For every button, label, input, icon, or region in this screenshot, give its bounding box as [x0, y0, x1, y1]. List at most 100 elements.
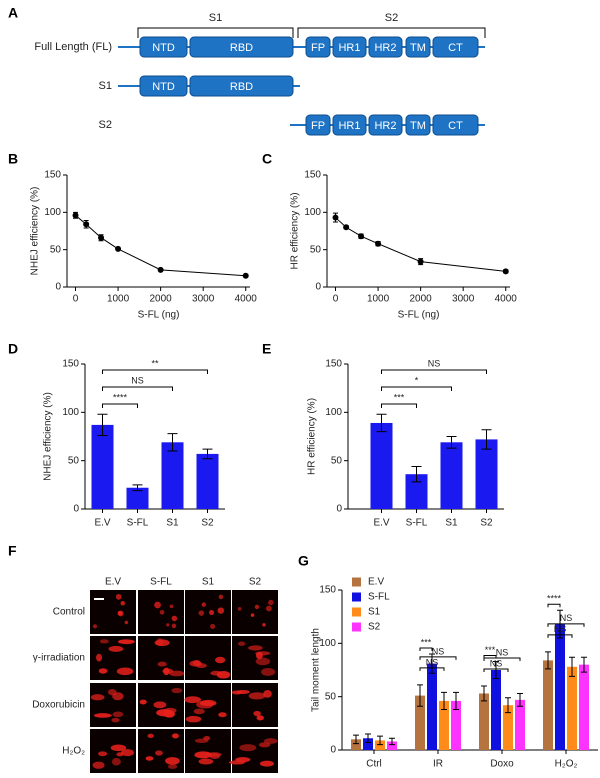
comet	[157, 661, 167, 667]
comet	[172, 733, 179, 739]
error-bar	[389, 737, 395, 746]
domain-box	[189, 75, 294, 97]
x-tick-label: S2	[480, 518, 493, 529]
bar	[451, 700, 461, 750]
x-tick-label: E.V	[373, 518, 389, 529]
domain-box	[332, 114, 367, 136]
bar	[579, 664, 589, 750]
micrograph	[232, 683, 278, 727]
comet	[159, 609, 165, 615]
significance-bracket	[483, 668, 509, 672]
bar	[515, 699, 525, 750]
bar	[363, 738, 373, 750]
x-tick-label: 4000	[495, 294, 518, 305]
column-label: S-FL	[150, 577, 172, 588]
significance-label: NS	[490, 658, 503, 668]
y-tick-label: 0	[336, 504, 342, 515]
significance-label: ***	[485, 645, 496, 655]
y-tick-label: 0	[330, 745, 336, 756]
comet	[239, 744, 257, 752]
comet	[210, 670, 223, 676]
comet	[263, 689, 272, 698]
error-bar	[353, 734, 359, 745]
comet	[147, 733, 154, 739]
y-tick-label: 0	[73, 504, 79, 515]
x-tick-label: 2000	[410, 294, 433, 305]
comet	[261, 668, 276, 676]
comet	[165, 757, 180, 765]
bar	[387, 741, 397, 750]
significance-bracket	[483, 654, 497, 659]
comet	[218, 594, 224, 600]
legend-label: E.V	[368, 577, 384, 588]
domain-box	[332, 36, 367, 58]
group-label: S2	[385, 12, 398, 24]
line	[75, 214, 246, 277]
panel-letter: D	[8, 341, 18, 357]
comet	[111, 717, 120, 723]
bar	[567, 666, 577, 750]
comet	[235, 757, 251, 763]
comet	[253, 710, 261, 717]
point	[83, 221, 90, 228]
error-bar	[581, 656, 587, 673]
comet	[92, 624, 98, 629]
comet	[171, 623, 177, 629]
comet	[250, 613, 255, 617]
comet	[237, 607, 242, 611]
x-tick-label: 3000	[452, 294, 475, 305]
comet	[156, 638, 164, 646]
comet	[254, 604, 260, 610]
significance-label: *	[415, 375, 419, 385]
bar	[439, 700, 449, 750]
error-bar	[505, 697, 511, 714]
comet	[209, 752, 221, 760]
x-axis-label: S-FL (ng)	[138, 310, 180, 321]
legend-label: S-FL	[368, 592, 390, 603]
comet	[112, 711, 124, 718]
error-bar	[569, 656, 575, 677]
y-tick-label: 100	[304, 207, 321, 218]
significance-bracket	[547, 623, 585, 627]
legend-swatch	[352, 592, 361, 602]
error-bar	[545, 651, 551, 670]
y-tick-label: 50	[68, 455, 80, 466]
comet	[198, 758, 214, 765]
error-bar	[167, 433, 178, 452]
micrograph	[90, 590, 136, 634]
panel-letter: E	[262, 341, 271, 357]
domain-box	[432, 36, 479, 58]
point	[72, 212, 79, 219]
row-label: Full Length (FL)	[34, 41, 112, 53]
significance-bracket	[381, 403, 417, 408]
significance-bracket	[381, 369, 487, 374]
y-tick-label: 100	[325, 407, 342, 418]
y-tick-label: 0	[55, 282, 61, 293]
micrograph	[185, 729, 231, 773]
significance-bracket	[419, 667, 445, 671]
bar	[91, 424, 114, 509]
row-label: Doxorubicin	[32, 700, 85, 711]
comet	[201, 602, 207, 607]
significance-label: NS	[496, 647, 509, 657]
y-tick-label: 50	[325, 691, 337, 702]
micrograph	[185, 590, 231, 634]
significance-bracket	[547, 634, 573, 638]
comet	[258, 742, 271, 748]
domain-label: FP	[311, 120, 325, 132]
comet	[189, 660, 202, 667]
comet	[166, 623, 170, 627]
x-tick-label: S1	[166, 518, 179, 529]
domain-label: HR2	[374, 120, 396, 132]
comet	[185, 715, 202, 723]
y-tick-label: 50	[331, 455, 343, 466]
comet	[98, 668, 108, 674]
comet	[199, 699, 217, 707]
x-tick-label: S1	[445, 518, 458, 529]
error-bar	[481, 429, 492, 450]
y-tick-label: 50	[50, 244, 62, 255]
domain-label: RBD	[230, 81, 253, 93]
significance-label: ***	[394, 392, 405, 402]
domain-box	[405, 36, 431, 58]
x-tick-label: 0	[73, 294, 79, 305]
